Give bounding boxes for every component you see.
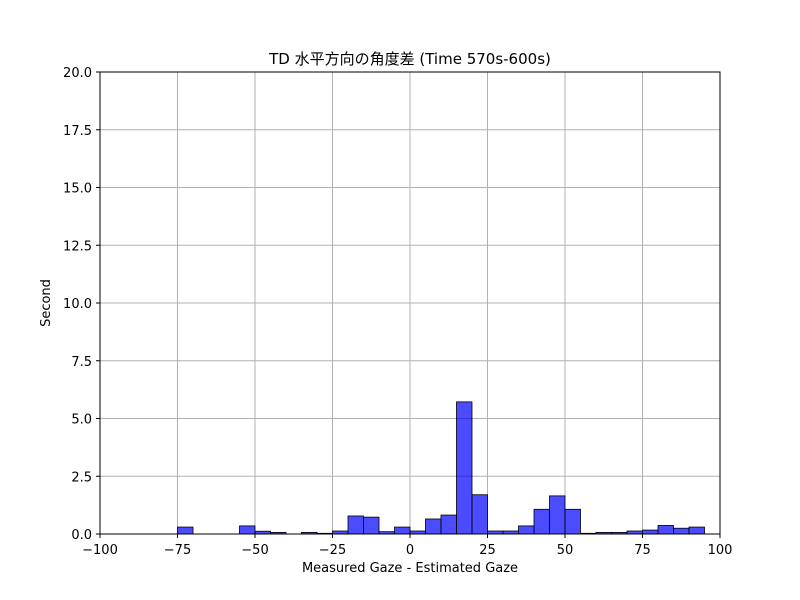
histogram-bar [177,526,194,535]
histogram-bar [673,527,690,535]
y-tick-label: 17.5 [63,124,92,139]
x-axis-ticks: −100 −75 −50 −25 0 25 50 75 100 [82,534,732,558]
histogram-bar [440,514,457,535]
x-tick-label: −75 [164,543,191,558]
x-tick-label: −25 [319,543,346,558]
histogram-bar [564,508,581,535]
histogram-bar [347,515,364,535]
histogram-bar [657,525,674,535]
histogram-bar [363,516,380,535]
x-tick-label: 50 [557,543,574,558]
y-tick-label: 0.0 [71,528,92,543]
y-tick-label: 20.0 [63,66,92,81]
histogram-bar [518,525,535,535]
histogram-bar [688,526,705,535]
histogram-bar [549,495,566,535]
x-tick-label: 0 [406,543,414,558]
histogram-bar [425,518,442,535]
y-tick-label: 12.5 [63,239,92,254]
x-tick-label: 75 [634,543,651,558]
x-tick-label: 25 [479,543,496,558]
y-tick-label: 7.5 [71,355,92,370]
histogram-bar [456,401,473,535]
x-tick-label: −100 [82,543,118,558]
y-tick-label: 15.0 [63,182,92,197]
histogram-bars [177,401,705,535]
histogram-bar [394,526,411,535]
x-axis-label: Measured Gaze - Estimated Gaze [302,561,518,576]
chart-title: TD 水平方向の角度差 (Time 570s-600s) [268,50,551,68]
histogram-bar [642,529,659,535]
histogram-bar [533,508,550,535]
histogram-bar [471,494,488,535]
x-tick-label: 100 [708,543,733,558]
y-axis-label: Second [39,279,54,327]
y-tick-label: 2.5 [71,470,92,485]
grid-lines [99,71,721,535]
y-tick-label: 5.0 [71,413,92,428]
y-tick-label: 10.0 [63,297,92,312]
x-tick-label: −50 [241,543,268,558]
histogram-bar [239,525,256,535]
y-axis-ticks: 0.0 2.5 5.0 7.5 10.0 12.5 15.0 17.5 20.0 [63,66,100,543]
